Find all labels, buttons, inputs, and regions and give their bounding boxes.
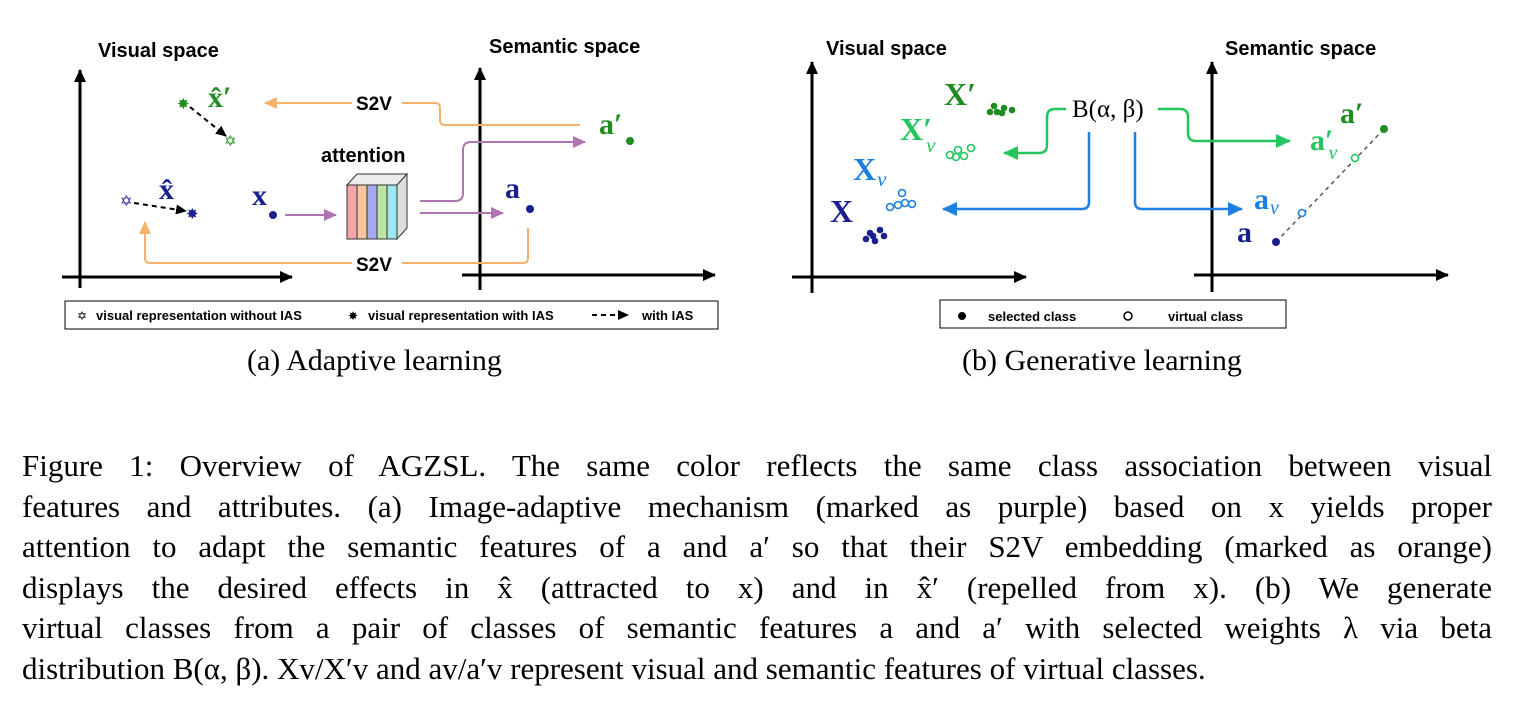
semantic-space-label: Semantic space [489,36,640,58]
caption-line-2: features and attributes. (a) Image-adapt… [22,488,1492,524]
legend-item-with-ias: visual representation with IAS [368,308,554,323]
beta-to-av-arrow [1133,132,1243,216]
green-ias-arrow [189,106,227,137]
b-a-prime-label: a′ [1340,97,1363,130]
attention-to-a-prime-arrow [420,136,586,202]
navy-filled-star-icon: ✸ [186,207,199,223]
caption-line-5: virtual classes from a pair of classes o… [22,610,1492,645]
panel-a-legend: ✡ visual representation without IAS ✸ vi… [64,300,719,330]
beta-distribution-label: B(α, β) [1072,96,1144,123]
visual-space-label: Visual space [98,40,219,62]
a-v-label: av [1254,183,1279,219]
a-v-prime-label: a′v [1310,124,1337,164]
panel-b-legend: selected class virtual class [939,299,1287,329]
caption-line-3: attention to adapt the semantic features… [22,529,1492,564]
X-v-prime-label: X′v [900,111,936,157]
x-label: x [252,179,267,212]
green-filled-star-icon: ✸ [177,97,190,113]
a-v-prime-point [1350,153,1360,163]
x-hat-prime-label: x̂′ [208,81,231,114]
interpolation-line [1275,128,1385,243]
a-prime-label: a′ [599,108,622,141]
green-hollow-star-icon: ✡ [224,134,237,150]
a-prime-point [626,137,634,145]
attention-label: attention [321,145,405,167]
beta-to-av-prime-arrow [1158,107,1291,148]
caption-line-4: displays the desired effects in x̂ (attr… [22,569,1492,605]
caption-line-1: Figure 1: Overview of AGZSL. The same co… [22,448,1492,483]
x-hat-label: x̂ [159,173,174,206]
panel-a: Visual space Semantic space S2V S2V x̂′ … [62,36,719,377]
panel-b: Visual space Semantic space B(α, β) X′ X… [792,38,1449,377]
b-a-label: a [1237,216,1252,249]
legend-virtual-dot-icon [1123,311,1133,321]
panel-b-caption: (b) Generative learning [962,344,1242,377]
s2v-top-arrow [264,97,580,126]
s2v-bottom-arrow [139,221,529,264]
caption-line-6: distribution B(α, β). Xv/X′v and av/a′v … [22,650,1206,686]
X-v-label: Xv [853,151,887,191]
X-prime-label: X′ [944,76,976,112]
b-a-prime-point [1380,125,1388,133]
b-visual-space-label: Visual space [826,38,947,60]
legend-selected-dot-icon [958,312,966,320]
beta-to-xv-prime-arrow [1003,107,1066,160]
attention-block [345,172,409,241]
figure-diagram: Visual space Semantic space S2V S2V x̂′ … [62,36,1449,377]
legend-item-without-ias: visual representation without IAS [96,308,302,323]
a-v-point [1297,208,1307,218]
s2v-bottom-label: S2V [356,255,392,276]
b-a-point [1272,238,1280,246]
legend-item-virtual-class: virtual class [1168,309,1243,324]
navy-hollow-star-icon: ✡ [120,194,133,210]
X-v-virtual-points [885,188,917,212]
a-label: a [505,172,520,205]
X-prime-selected-points [986,102,1016,117]
X-label: X [830,193,853,229]
X-v-prime-virtual-points [945,143,976,162]
a-point [526,205,534,213]
X-selected-points [862,226,888,245]
legend-item-arrow-with-ias: with IAS [641,308,694,323]
legend-filled-star-icon: ✸ [348,309,358,323]
s2v-top-label: S2V [356,94,392,115]
b-semantic-space-label: Semantic space [1225,38,1376,60]
beta-to-xv-arrow [942,132,1091,216]
legend-item-selected-class: selected class [988,309,1076,324]
figure-caption: Figure 1: Overview of AGZSL. The same co… [22,446,1492,689]
x-point [269,211,277,219]
panel-a-caption: (a) Adaptive learning [247,344,502,377]
legend-hollow-star-icon: ✡ [77,309,87,323]
